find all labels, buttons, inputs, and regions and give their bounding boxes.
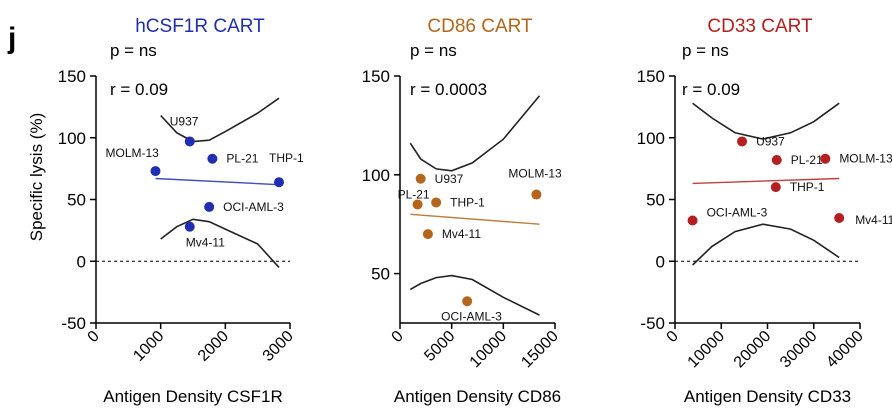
point-label: THP-1	[790, 180, 825, 194]
y-tick-label: 150	[58, 67, 86, 86]
x-tick-label: 10000	[467, 328, 511, 372]
confidence-band-lower	[692, 223, 840, 266]
data-point	[687, 215, 698, 226]
point-label: U937	[435, 172, 464, 186]
data-point	[422, 229, 433, 240]
y-tick-label: 50	[67, 191, 86, 210]
point-label: THP-1	[269, 151, 304, 165]
y-tick-label: 100	[58, 129, 86, 148]
point-label: PL-21	[398, 187, 430, 201]
r-value-text: r = 0.09	[682, 80, 740, 99]
y-tick-label: 50	[646, 191, 665, 210]
x-tick-label: 1000	[130, 328, 167, 365]
y-tick-label: 100	[637, 129, 665, 148]
x-axis-label: Antigen Density CSF1R	[103, 387, 283, 406]
point-label: PL-21	[226, 152, 258, 166]
panel-2: CD86 CART p = ns r = 0.0003 50 100 150 0 5000 10…	[362, 16, 562, 406]
data-point	[770, 182, 781, 193]
data-point	[184, 136, 195, 147]
panel-letter: j	[7, 22, 16, 55]
panel-title: CD33 CART	[707, 16, 813, 37]
data-point	[412, 199, 423, 210]
data-point	[834, 213, 845, 224]
x-axis-label: Antigen Density CD33	[684, 387, 851, 406]
data-point	[274, 177, 285, 188]
p-value-text: p = ns	[682, 41, 729, 60]
p-value-text: p = ns	[410, 41, 457, 60]
point-label: MOLM-13	[105, 146, 159, 160]
x-tick-label: 5000	[421, 328, 458, 365]
point-label: OCI-AML-3	[707, 205, 768, 219]
data-point	[737, 136, 748, 147]
panel-title: hCSF1R CART	[135, 16, 265, 37]
point-label: PL-21	[791, 153, 823, 167]
point-label: Mv4-11	[442, 227, 481, 241]
y-tick-label: 0	[77, 252, 86, 271]
data-point	[462, 296, 473, 307]
point-label: Mv4-11	[186, 236, 225, 250]
point-label: U937	[756, 134, 785, 148]
panel-title: CD86 CART	[427, 16, 533, 37]
x-tick-label: 0	[664, 328, 682, 346]
x-tick-label: 3000	[260, 328, 297, 365]
y-axis-label: Specific lysis (%)	[27, 113, 46, 241]
data-point	[207, 153, 218, 164]
confidence-band-lower	[409, 274, 540, 316]
y-tick-label: 100	[362, 166, 390, 185]
confidence-band-upper	[409, 95, 541, 172]
confidence-band-upper	[160, 97, 280, 143]
data-point	[771, 154, 782, 165]
x-tick-label: 20000	[731, 328, 775, 372]
r-value-text: r = 0.0003	[410, 80, 487, 99]
x-tick-label: 15000	[518, 328, 562, 372]
y-tick-label: -50	[61, 314, 86, 333]
y-tick-label: -50	[640, 314, 665, 333]
data-point	[204, 201, 215, 212]
x-tick-label: 0	[85, 328, 103, 346]
point-label: OCI-AML-3	[223, 200, 284, 214]
data-point	[150, 166, 161, 177]
point-label: MOLM-13	[508, 167, 562, 181]
data-point	[415, 173, 426, 184]
x-tick-label: 40000	[823, 328, 867, 372]
regression-line	[410, 213, 540, 225]
point-label: Mv4-11	[855, 213, 892, 227]
r-value-text: r = 0.09	[110, 80, 168, 99]
data-point	[184, 221, 195, 232]
x-tick-label: 2000	[195, 328, 232, 365]
x-tick-label: 30000	[777, 328, 821, 372]
regression-line	[692, 177, 840, 185]
point-label: MOLM-13	[839, 152, 892, 166]
point-label: OCI-AML-3	[441, 309, 502, 323]
point-label: THP-1	[450, 195, 485, 209]
confidence-band-upper	[692, 102, 840, 140]
data-point	[820, 153, 831, 164]
y-tick-label: 150	[637, 67, 665, 86]
y-tick-label: 0	[656, 252, 665, 271]
data-point	[531, 189, 542, 200]
confidence-band-lower	[160, 218, 280, 268]
regression-line	[155, 177, 280, 186]
x-axis-label: Antigen Density CD86	[394, 387, 561, 406]
data-point	[431, 197, 442, 208]
p-value-text: p = ns	[110, 41, 157, 60]
point-label: U937	[170, 114, 199, 128]
y-tick-label: 150	[362, 67, 390, 86]
y-tick-label: 50	[371, 265, 390, 284]
x-tick-label: 10000	[685, 328, 729, 372]
x-tick-label: 0	[389, 328, 407, 346]
